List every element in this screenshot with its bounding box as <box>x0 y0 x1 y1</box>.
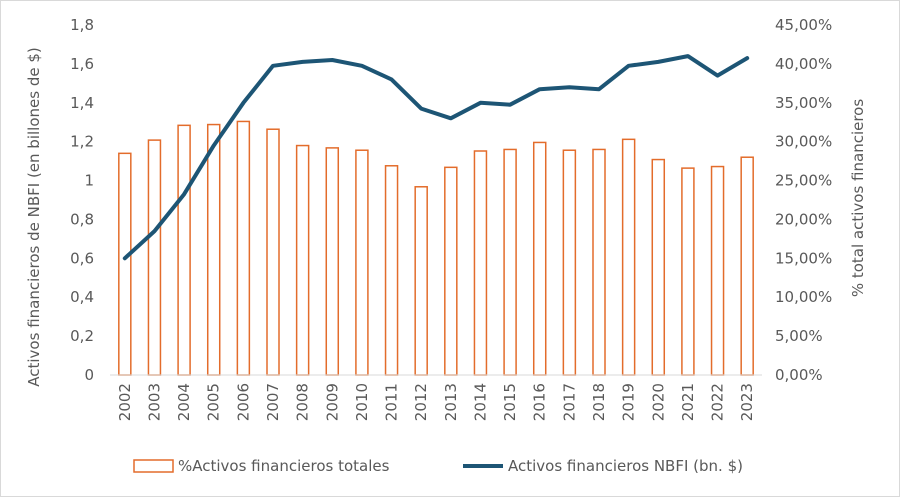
left-tick-label: 1,2 <box>70 133 94 151</box>
bar-2019 <box>621 138 636 376</box>
bar-2021 <box>681 167 695 376</box>
line-series <box>122 54 750 261</box>
bar-2020 <box>651 158 666 376</box>
bar-2010 <box>355 149 369 376</box>
bar-2023 <box>740 156 754 376</box>
left-tick-label: 1,4 <box>70 94 94 112</box>
x-axis-ticks: 2002 2003 2004 2005 2006 2007 2008 2009 2010 2011… <box>116 383 756 421</box>
x-tick-label: 2017 <box>560 383 578 421</box>
legend-bar-label: %Activos financieros totales <box>178 457 390 475</box>
x-tick-label: 2013 <box>442 383 460 421</box>
right-tick-label: 30,00% <box>775 133 832 151</box>
bar-2002 <box>118 152 132 376</box>
left-tick-label: 0,8 <box>70 210 94 228</box>
x-tick-label: 2018 <box>590 383 608 421</box>
left-axis-ticks: 0 0,2 0,4 0,6 0,8 1 1,2 1,4 1,6 1,8 <box>70 16 94 384</box>
left-axis-title: Activos financieros de NBFI (en billones… <box>25 47 43 386</box>
bar-2005 <box>206 123 221 376</box>
x-tick-label: 2022 <box>709 383 727 421</box>
legend-line-label: Activos financieros NBFI (bn. $) <box>508 457 743 475</box>
right-tick-label: 40,00% <box>775 55 832 73</box>
bar-2014 <box>473 150 488 376</box>
bar-2022 <box>710 165 725 376</box>
x-tick-label: 2021 <box>679 383 697 421</box>
right-tick-label: 20,00% <box>775 210 832 228</box>
x-tick-label: 2011 <box>383 383 401 421</box>
right-tick-label: 25,00% <box>775 172 832 190</box>
x-tick-label: 2009 <box>323 383 341 421</box>
x-tick-label: 2014 <box>471 383 489 421</box>
bar-2012 <box>414 186 428 376</box>
x-tick-label: 2005 <box>205 383 223 421</box>
legend-bar-swatch <box>133 459 174 473</box>
x-tick-label: 2002 <box>116 383 134 421</box>
bar-2008 <box>295 144 310 376</box>
left-tick-label: 0,4 <box>70 288 94 306</box>
legend: %Activos financieros totales Activos fin… <box>133 457 743 475</box>
x-tick-label: 2006 <box>234 383 252 421</box>
x-tick-label: 2007 <box>264 383 282 421</box>
right-tick-label: 0,00% <box>775 366 823 384</box>
left-tick-label: 0,6 <box>70 249 94 267</box>
x-tick-label: 2023 <box>738 383 756 421</box>
right-tick-label: 45,00% <box>775 16 832 34</box>
bar-2015 <box>503 148 517 376</box>
bar-2009 <box>325 147 340 376</box>
bar-2007 <box>266 128 280 376</box>
bar-2003 <box>147 139 162 376</box>
bar-2004 <box>177 124 191 376</box>
left-tick-label: 0,2 <box>70 327 94 345</box>
bar-2013 <box>444 166 458 376</box>
x-tick-label: 2019 <box>620 383 638 421</box>
left-tick-label: 1,6 <box>70 55 94 73</box>
right-tick-label: 15,00% <box>775 249 832 267</box>
bar-2018 <box>592 148 606 376</box>
x-tick-label: 2012 <box>412 383 430 421</box>
left-tick-label: 1 <box>84 172 94 190</box>
bar-series <box>118 120 754 376</box>
bar-2017 <box>562 149 577 376</box>
bar-2006 <box>236 120 251 376</box>
x-tick-label: 2015 <box>501 383 519 421</box>
right-tick-label: 10,00% <box>775 288 832 306</box>
right-tick-label: 5,00% <box>775 327 823 345</box>
x-tick-label: 2020 <box>649 383 667 421</box>
x-tick-label: 2010 <box>353 383 371 421</box>
x-tick-label: 2008 <box>294 383 312 421</box>
left-tick-label: 0 <box>84 366 94 384</box>
bar-2016 <box>532 141 547 376</box>
left-tick-label: 1,8 <box>70 16 94 34</box>
x-tick-label: 2003 <box>145 383 163 421</box>
line-nbfi-assets <box>122 54 750 261</box>
bar-2011 <box>384 165 399 376</box>
x-tick-label: 2004 <box>175 383 193 421</box>
x-tick-label: 2016 <box>531 383 549 421</box>
right-axis-title: % total activos financieros <box>849 99 867 298</box>
right-axis-ticks: 0,00% 5,00% 10,00% 15,00% 20,00% 25,00% 30,00%… <box>775 16 832 384</box>
right-tick-label: 35,00% <box>775 94 832 112</box>
